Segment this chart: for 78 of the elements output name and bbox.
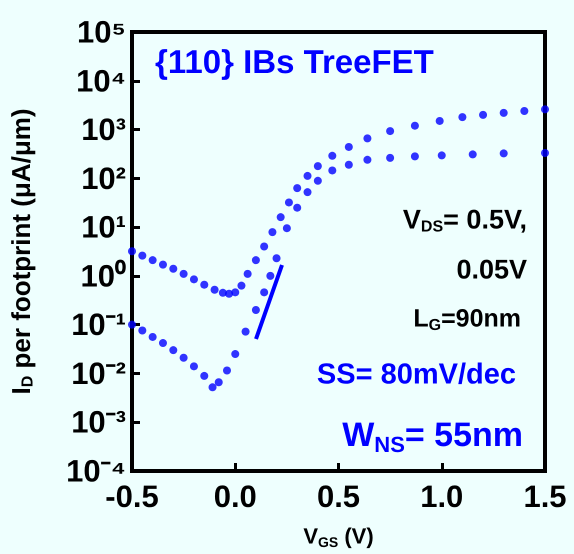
point xyxy=(458,113,466,122)
x-tick-label: 1.5 xyxy=(523,479,567,514)
y-tick-label: 10⁻¹ xyxy=(71,307,126,342)
point xyxy=(180,270,188,278)
point xyxy=(260,242,268,251)
point xyxy=(231,350,240,358)
point xyxy=(520,107,528,116)
point xyxy=(266,272,274,280)
point xyxy=(436,116,444,125)
y-tick-label: 10⁴ xyxy=(76,63,126,98)
point xyxy=(252,256,260,264)
point xyxy=(479,110,488,119)
point xyxy=(252,306,260,314)
x-tick-label: 1.0 xyxy=(420,479,464,514)
point xyxy=(210,286,219,294)
chart-title: {110} IBs TreeFET xyxy=(155,43,434,80)
y-tick-label: 10³ xyxy=(81,112,126,148)
point xyxy=(328,152,336,160)
point xyxy=(500,108,508,117)
point xyxy=(304,172,312,180)
point xyxy=(190,362,198,370)
point xyxy=(541,105,549,114)
point xyxy=(344,142,353,151)
point xyxy=(208,383,217,392)
point xyxy=(223,366,231,374)
point xyxy=(138,252,146,260)
point xyxy=(260,288,268,296)
x-tick-label: 0.5 xyxy=(316,479,360,514)
point xyxy=(363,134,372,142)
point xyxy=(148,256,157,264)
annotation: SS= 80mV/dec xyxy=(316,358,516,390)
point xyxy=(214,378,223,386)
point xyxy=(128,320,136,329)
point xyxy=(500,149,508,158)
point xyxy=(541,148,549,157)
point xyxy=(200,372,208,380)
y-tick-label: 10² xyxy=(81,160,126,196)
point xyxy=(276,213,285,222)
x-tick-label: 0.0 xyxy=(214,479,257,514)
point xyxy=(314,162,322,170)
y-tick-label: 10⁻² xyxy=(71,356,126,391)
y-tick-label: 10⁻³ xyxy=(71,404,126,440)
point xyxy=(272,254,281,262)
point xyxy=(190,275,198,284)
point xyxy=(180,354,188,362)
point xyxy=(304,188,312,196)
point xyxy=(386,154,394,162)
point xyxy=(363,156,372,164)
point xyxy=(237,282,246,290)
y-tick-label: 10⁵ xyxy=(76,14,126,50)
point xyxy=(128,247,136,256)
point xyxy=(314,176,322,185)
point xyxy=(242,328,250,336)
point xyxy=(328,166,336,174)
point xyxy=(410,122,419,130)
point xyxy=(138,326,146,334)
point xyxy=(468,150,477,158)
y-tick-label: 10¹ xyxy=(81,210,126,245)
point xyxy=(293,184,302,192)
point xyxy=(169,264,178,273)
point xyxy=(282,224,291,232)
point xyxy=(344,160,353,169)
y-tick-label: 10⁰ xyxy=(80,258,126,294)
point xyxy=(410,152,419,160)
point xyxy=(284,198,293,206)
point xyxy=(231,288,240,296)
point xyxy=(293,204,302,212)
y-axis-title: ID per footprint (μA/μm) xyxy=(6,108,36,395)
annotation: 0.05V xyxy=(456,254,528,284)
point xyxy=(244,270,252,278)
point xyxy=(438,151,446,160)
point xyxy=(200,280,208,289)
point xyxy=(148,332,157,341)
point xyxy=(386,127,394,136)
point xyxy=(158,260,167,269)
point xyxy=(169,346,178,354)
point xyxy=(268,228,276,236)
point xyxy=(158,339,167,348)
